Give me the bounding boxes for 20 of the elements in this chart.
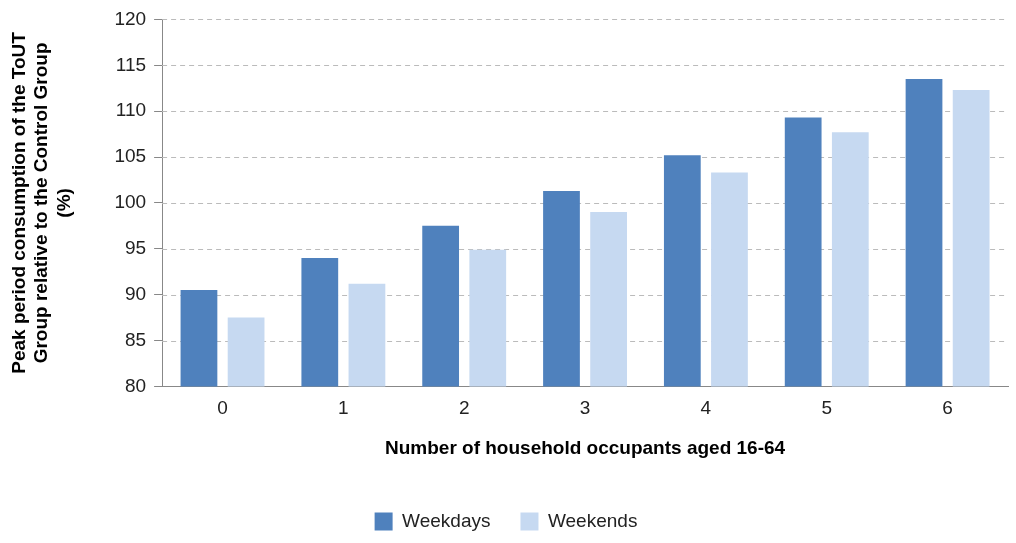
x-axis-title: Number of household occupants aged 16-64	[384, 436, 786, 458]
x-tick-label: 6	[942, 397, 953, 419]
y-tick-label: 100	[114, 191, 147, 213]
y-tick-label: 115	[115, 53, 147, 75]
y-axis-title: Peak period consumption of the ToUT Group relative to the Control Group (%)	[7, 31, 75, 374]
x-tick-label: 4	[700, 397, 712, 419]
x-tick-label: 2	[458, 397, 470, 419]
y-tick-label: 90	[124, 282, 147, 304]
legend-label: Weekends	[547, 509, 638, 531]
x-tick-label: 5	[821, 397, 833, 419]
x-tick-label: 1	[338, 397, 349, 419]
x-tick-label: 0	[217, 397, 228, 419]
y-tick-label: 105	[114, 145, 147, 167]
y-tick-label: 95	[124, 237, 147, 259]
y-tick-label: 85	[124, 328, 147, 350]
y-tick-label: 110	[115, 99, 147, 121]
x-tick-label: 3	[579, 397, 591, 419]
y-tick-label: 120	[114, 7, 147, 29]
legend-label: Weekdays	[402, 509, 491, 531]
y-tick-label: 80	[124, 374, 147, 396]
